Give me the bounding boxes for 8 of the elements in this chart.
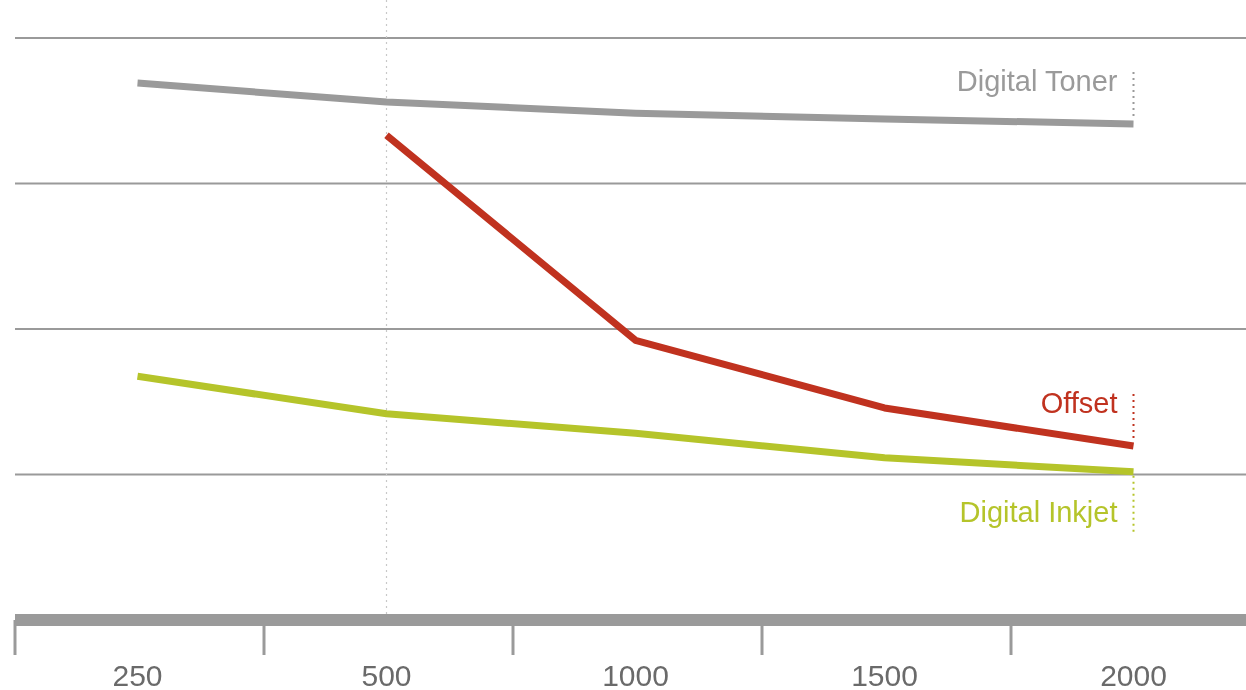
x-tick-label: 500 [361,659,412,690]
legend-label: Digital Inkjet [959,495,1118,528]
legend-label: Digital Toner [956,64,1118,97]
x-tick-label: 1500 [851,659,918,690]
x-tick-label: 1000 [602,659,669,690]
x-tick-label: 2000 [1100,659,1167,690]
x-tick-label: 250 [112,659,163,690]
legend-label: Offset [1040,387,1118,420]
